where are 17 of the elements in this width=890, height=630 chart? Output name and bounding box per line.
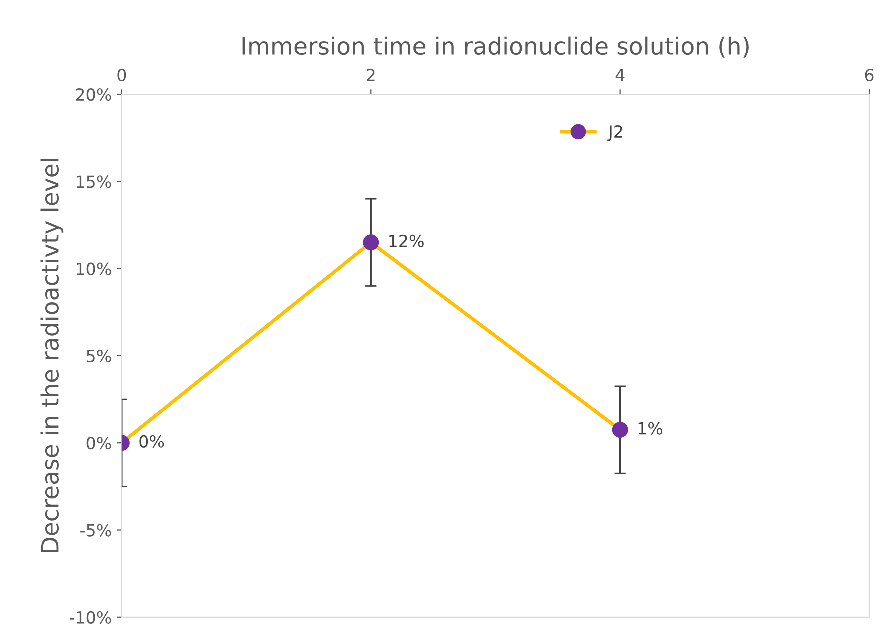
data-label: 12% [390,234,424,248]
y-tick-label: 10% [76,262,112,276]
y-tick-label: -10% [70,611,112,624]
y-tick-label: 20% [76,88,112,102]
y-axis-title: Decrease in the radioactivty level [40,159,64,553]
y-tick-label: 5% [87,350,112,363]
y-tick-label: 15% [76,176,112,188]
data-label: 1% [638,422,663,435]
y-tick-label: 0% [86,437,112,450]
y-tick-label: -5% [80,524,112,537]
x-tick-label: 0 [118,68,126,82]
x-tick-label: 2 [367,68,375,82]
x-tick-label: 4 [616,69,625,82]
legend-label: J2 [608,125,622,142]
data-label: 0% [140,435,164,448]
x-tick-label: 6 [865,68,874,82]
x-axis-title: Immersion time in radionuclide solution (h) [242,36,749,58]
